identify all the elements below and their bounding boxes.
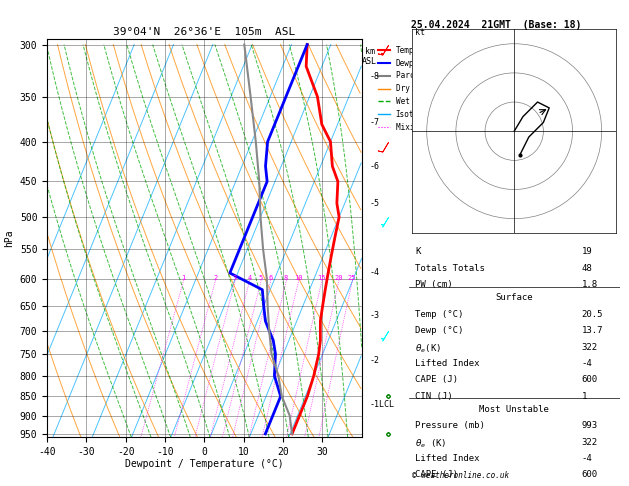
Text: -6: -6 — [370, 162, 379, 171]
Text: 322: 322 — [582, 437, 598, 447]
Text: $\theta_e$ (K): $\theta_e$ (K) — [415, 437, 447, 450]
Text: -5: -5 — [370, 199, 379, 208]
Text: Temp (°C): Temp (°C) — [415, 310, 464, 319]
Text: K: K — [415, 247, 421, 257]
Title: 39°04'N  26°36'E  105m  ASL: 39°04'N 26°36'E 105m ASL — [113, 27, 296, 37]
Text: © weatheronline.co.uk: © weatheronline.co.uk — [412, 470, 509, 480]
Text: -8: -8 — [370, 72, 379, 81]
Text: Lifted Index: Lifted Index — [415, 359, 480, 368]
Text: 322: 322 — [582, 343, 598, 351]
Text: -4: -4 — [370, 268, 379, 278]
Text: 1: 1 — [181, 276, 186, 281]
Text: Lifted Index: Lifted Index — [415, 454, 480, 463]
Text: -7: -7 — [370, 118, 379, 127]
Text: kt: kt — [415, 28, 425, 37]
Text: 8: 8 — [284, 276, 288, 281]
Text: 1.8: 1.8 — [582, 280, 598, 289]
Text: 20.5: 20.5 — [582, 310, 603, 319]
Text: 3: 3 — [233, 276, 237, 281]
Text: Totals Totals: Totals Totals — [415, 264, 485, 273]
Legend: Temperature, Dewpoint, Parcel Trajectory, Dry Adiabat, Wet Adiabat, Isotherm, Mi: Temperature, Dewpoint, Parcel Trajectory… — [375, 43, 477, 135]
Text: 25: 25 — [348, 276, 357, 281]
Text: 6: 6 — [269, 276, 273, 281]
Text: -3: -3 — [370, 312, 379, 320]
Text: 600: 600 — [582, 375, 598, 384]
Text: Most Unstable: Most Unstable — [479, 405, 549, 414]
Text: 15: 15 — [318, 276, 326, 281]
Text: 2: 2 — [213, 276, 217, 281]
Text: -4: -4 — [582, 454, 593, 463]
X-axis label: Dewpoint / Temperature (°C): Dewpoint / Temperature (°C) — [125, 458, 284, 469]
Text: 13.7: 13.7 — [582, 326, 603, 335]
Text: CAPE (J): CAPE (J) — [415, 375, 458, 384]
Text: 48: 48 — [582, 264, 593, 273]
Text: 19: 19 — [582, 247, 593, 257]
Text: km
ASL: km ASL — [362, 47, 377, 66]
Text: Surface: Surface — [496, 293, 533, 302]
Text: CIN (J): CIN (J) — [415, 392, 453, 401]
Text: PW (cm): PW (cm) — [415, 280, 453, 289]
Text: 10: 10 — [294, 276, 303, 281]
Text: CAPE (J): CAPE (J) — [415, 470, 458, 480]
Text: -1LCL: -1LCL — [370, 399, 394, 409]
Text: 5: 5 — [259, 276, 263, 281]
Text: 600: 600 — [582, 470, 598, 480]
Text: 993: 993 — [582, 421, 598, 430]
Text: 20: 20 — [335, 276, 343, 281]
Text: -2: -2 — [370, 356, 379, 365]
Text: 1: 1 — [582, 392, 587, 401]
Text: 25.04.2024  21GMT  (Base: 18): 25.04.2024 21GMT (Base: 18) — [411, 20, 582, 31]
Text: 4: 4 — [247, 276, 252, 281]
Text: -4: -4 — [582, 359, 593, 368]
Y-axis label: hPa: hPa — [4, 229, 14, 247]
Text: Pressure (mb): Pressure (mb) — [415, 421, 485, 430]
Text: Dewp (°C): Dewp (°C) — [415, 326, 464, 335]
Text: $\theta_e$(K): $\theta_e$(K) — [415, 343, 442, 355]
